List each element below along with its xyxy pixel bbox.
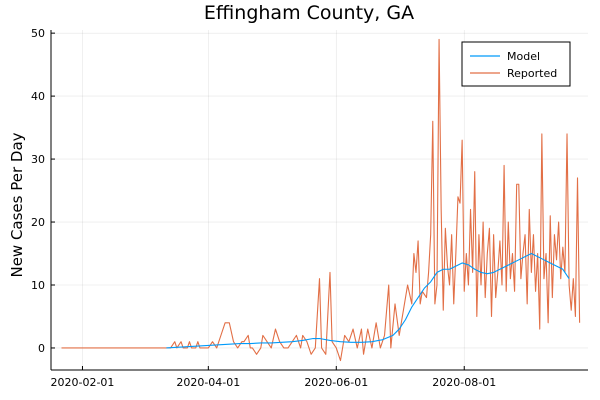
y-tick-label: 40 [31,90,45,103]
x-tick-label: 2020-02-01 [50,376,114,389]
y-tick-label: 0 [38,342,45,355]
legend: Model Reported [461,41,571,87]
series-lines [61,38,581,362]
chart-title: Effingham County, GA [204,2,414,24]
y-tick-label: 50 [31,27,45,40]
legend-box [461,41,571,87]
tick-labels: 2020-02-01 2020-04-01 2020-06-01 2020-08-01… [31,27,496,389]
x-tick-label: 2020-08-01 [432,376,496,389]
y-tick-label: 20 [31,216,45,229]
y-tick-label: 10 [31,279,45,292]
x-tick-label: 2020-04-01 [176,376,240,389]
y-axis-label: New Cases Per Day [8,132,26,277]
legend-label: Model [507,50,540,63]
series-line-reported [61,38,581,362]
x-tick-label: 2020-06-01 [304,376,368,389]
series-line-model [166,252,570,349]
legend-label: Reported [507,67,557,80]
axes [50,30,588,371]
y-tick-label: 30 [31,153,45,166]
